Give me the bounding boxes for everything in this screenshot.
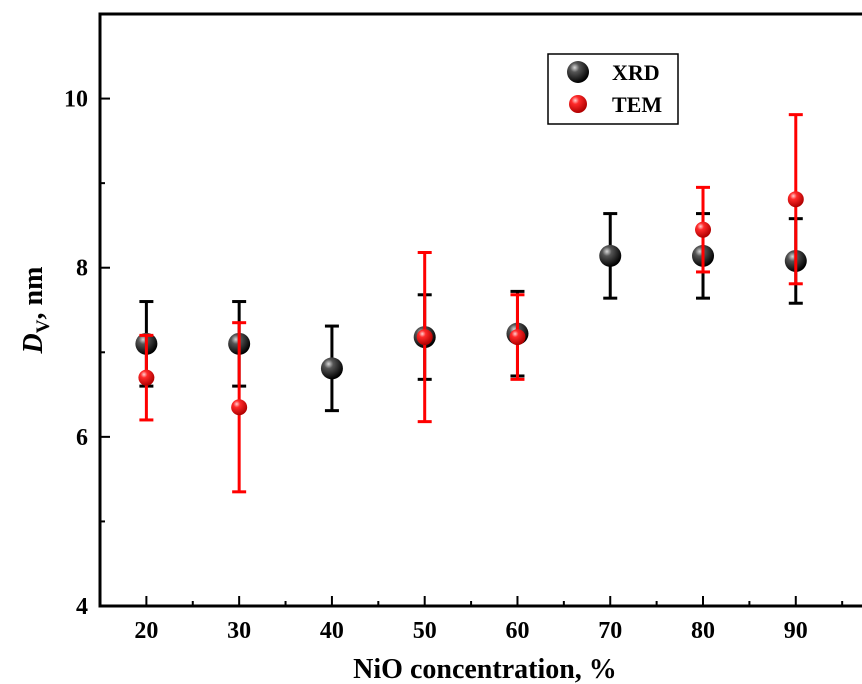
- legend-label-tem: TEM: [612, 92, 662, 117]
- series-tem: [138, 113, 804, 494]
- series-xrd: [135, 212, 807, 413]
- x-axis-tick-labels: 20 30 40 50 60 70 80 90: [134, 618, 807, 644]
- y-tick-label-4: 4: [76, 594, 88, 620]
- x-tick-label-40: 40: [320, 618, 344, 644]
- point-xrd-40: [320, 357, 343, 380]
- point-xrd-70: [599, 244, 622, 267]
- x-tick-label-30: 30: [227, 618, 251, 644]
- y-axis-title-sub: V: [33, 319, 54, 333]
- y-axis-title-main: D: [18, 333, 49, 354]
- x-tick-label-60: 60: [505, 618, 529, 644]
- point-tem-30: [231, 399, 248, 416]
- point-tem-80: [695, 221, 712, 238]
- x-tick-label-70: 70: [598, 618, 622, 644]
- y-axis-ticks: [100, 13, 110, 607]
- y-tick-label-6: 6: [76, 425, 88, 451]
- y-tick-label-10: 10: [64, 87, 88, 113]
- point-tem-50: [416, 329, 433, 346]
- point-tem-20: [138, 369, 155, 386]
- legend-marker-xrd: [567, 61, 589, 83]
- x-axis-ticks: [145, 596, 844, 606]
- y-axis-tick-labels: 4 6 8 10: [64, 87, 88, 620]
- point-tem-60: [509, 329, 526, 346]
- legend-marker-tem: [569, 95, 587, 113]
- point-tem-90: [787, 191, 804, 208]
- y-tick-label-8: 8: [76, 256, 88, 282]
- legend-label-xrd: XRD: [612, 60, 660, 85]
- x-axis-title: NiO concentration, %: [353, 654, 617, 684]
- y-axis-title-unit: , nm: [18, 267, 49, 320]
- x-tick-label-20: 20: [134, 618, 158, 644]
- x-tick-label-90: 90: [784, 618, 808, 644]
- x-tick-label-80: 80: [691, 618, 715, 644]
- y-axis-title: DV, nm: [18, 267, 54, 355]
- legend: XRD TEM: [547, 53, 679, 125]
- x-tick-label-50: 50: [413, 618, 437, 644]
- plot-frame: [98, 12, 862, 608]
